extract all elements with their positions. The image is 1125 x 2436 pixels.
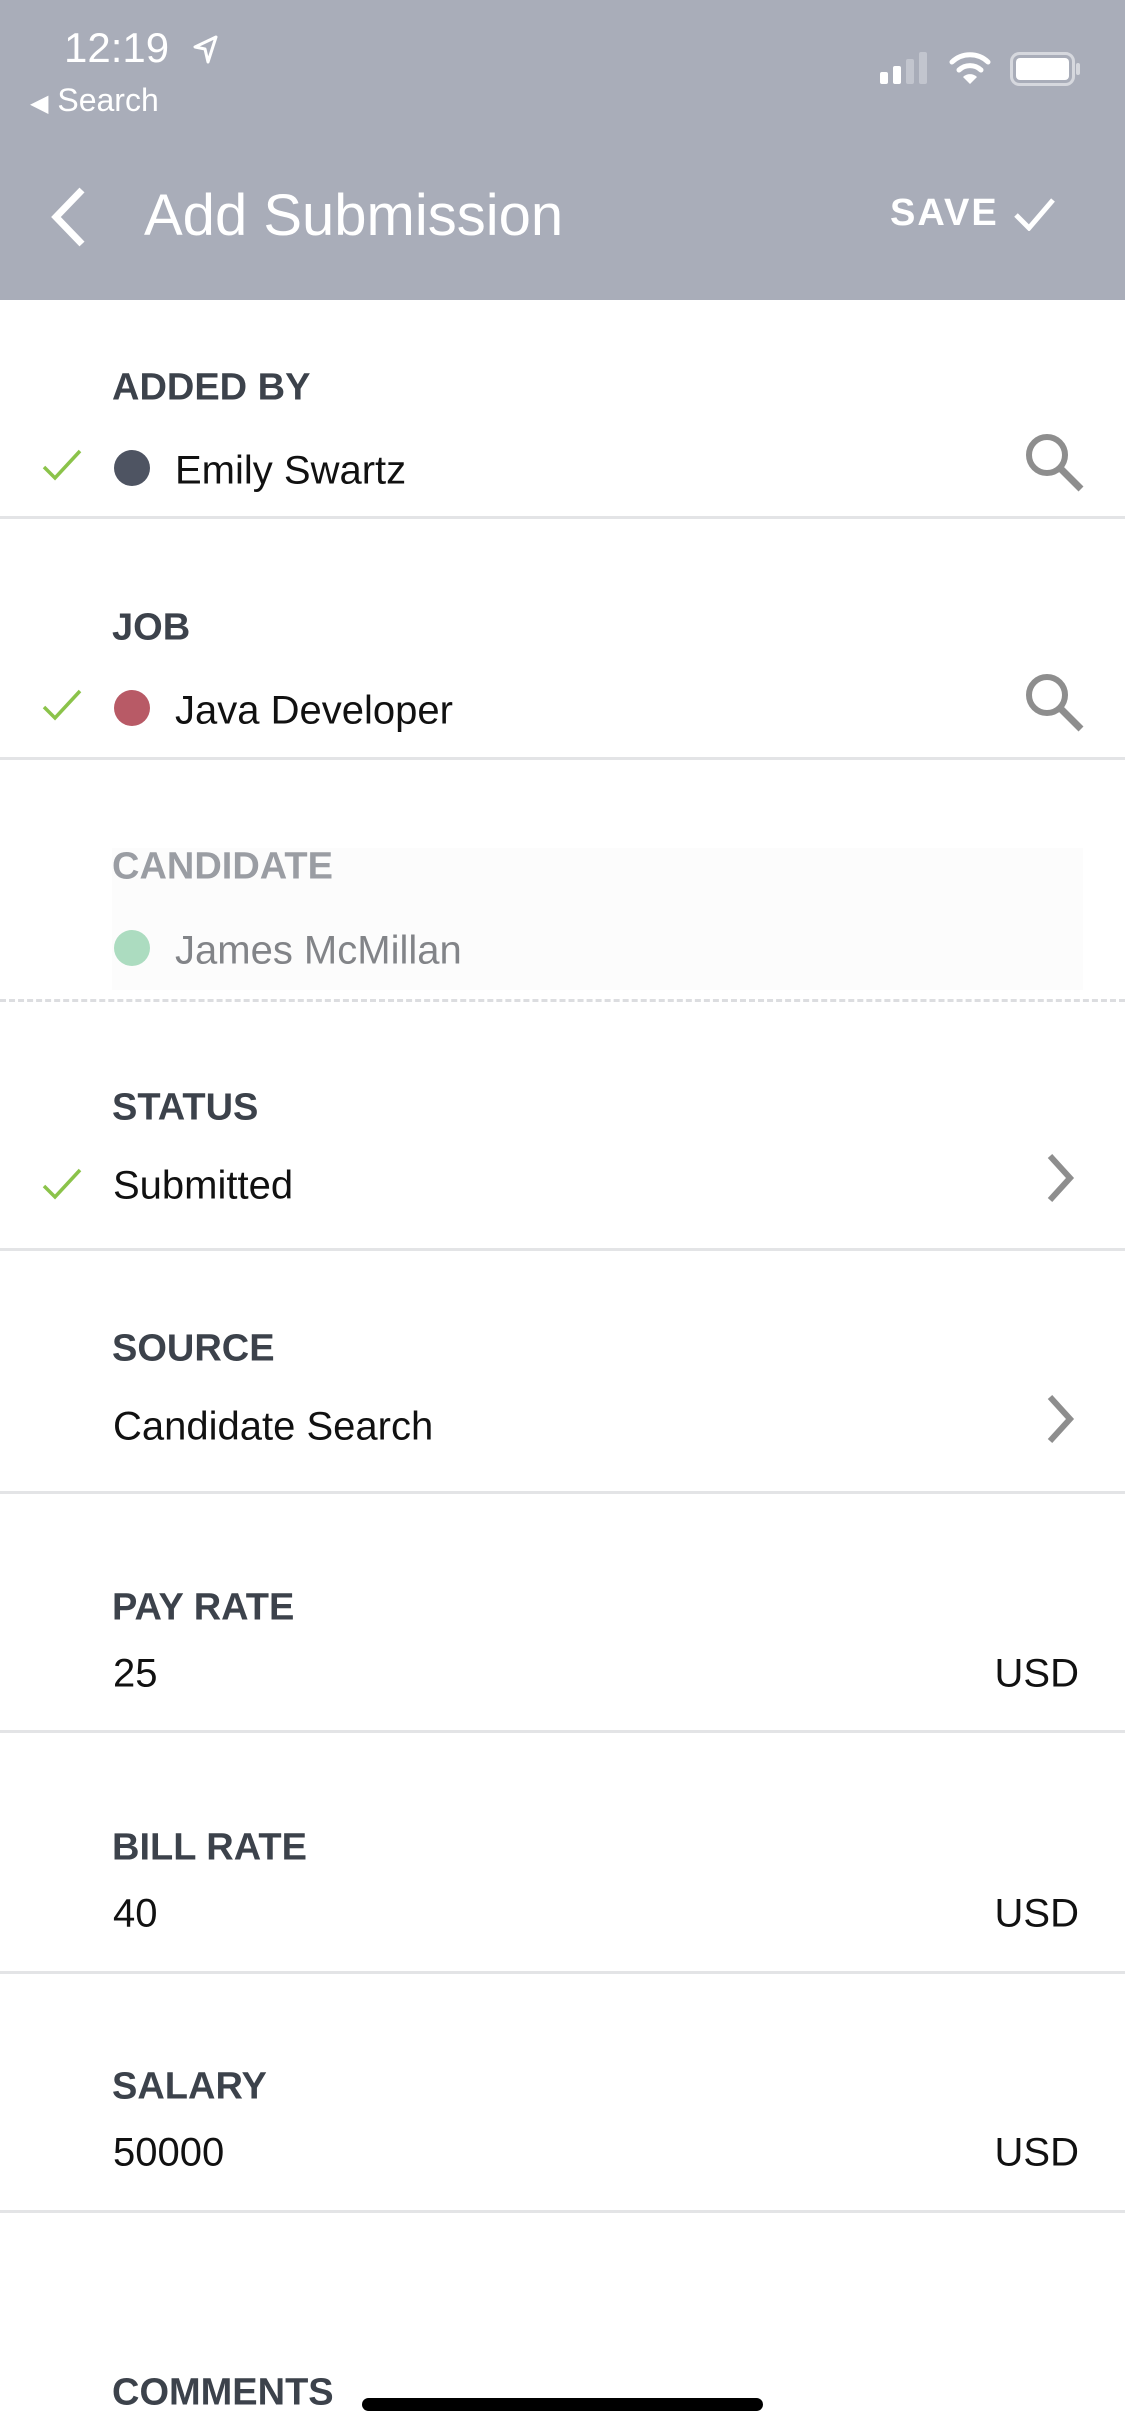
candidate-label: CANDIDATE xyxy=(112,845,333,888)
page-title: Add Submission xyxy=(144,183,564,248)
location-arrow-icon xyxy=(193,35,218,64)
search-icon[interactable] xyxy=(1023,431,1085,493)
divider xyxy=(0,757,1125,760)
dashed-divider xyxy=(0,999,1125,1002)
user-dot-icon xyxy=(114,450,150,486)
divider xyxy=(0,1730,1125,1733)
signal-icon xyxy=(880,52,927,84)
save-label: SAVE xyxy=(890,192,999,234)
valid-check-icon xyxy=(42,1168,82,1200)
job-label: JOB xyxy=(112,606,191,649)
comments-label: COMMENTS xyxy=(112,2371,334,2414)
divider xyxy=(0,1971,1125,1974)
wifi-icon xyxy=(949,52,991,84)
status-time: 12:19 xyxy=(64,24,170,71)
nav-header: 12:19 ◀ Search Add Submission SAVE xyxy=(0,0,1125,300)
source-label: SOURCE xyxy=(112,1327,275,1370)
checkmark-icon xyxy=(1013,197,1055,231)
added-by-value: Emily Swartz xyxy=(175,448,407,493)
pay-rate-currency: USD xyxy=(994,1651,1079,1696)
back-chevron-icon[interactable] xyxy=(48,186,88,248)
job-dot-icon xyxy=(114,690,150,726)
valid-check-icon xyxy=(42,689,82,721)
search-icon[interactable] xyxy=(1023,671,1085,733)
chevron-right-icon[interactable] xyxy=(1045,1153,1075,1203)
divider xyxy=(0,1491,1125,1494)
candidate-field-background xyxy=(112,848,1083,990)
back-to-search-label: Search xyxy=(57,82,159,118)
candidate-value: James McMillan xyxy=(175,928,462,973)
source-value: Candidate Search xyxy=(113,1404,434,1449)
salary-label: SALARY xyxy=(112,2065,267,2108)
bill-rate-currency: USD xyxy=(994,1891,1079,1936)
chevron-right-icon[interactable] xyxy=(1045,1394,1075,1444)
home-indicator[interactable] xyxy=(362,2398,763,2411)
valid-check-icon xyxy=(42,449,82,481)
divider xyxy=(0,1248,1125,1251)
save-button[interactable]: SAVE xyxy=(890,192,1055,235)
job-value: Java Developer xyxy=(175,688,453,733)
candidate-dot-icon xyxy=(114,930,150,966)
pay-rate-input[interactable]: 25 xyxy=(113,1651,158,1696)
salary-currency: USD xyxy=(994,2130,1079,2175)
divider xyxy=(0,516,1125,519)
pay-rate-label: PAY RATE xyxy=(112,1586,295,1629)
bill-rate-input[interactable]: 40 xyxy=(113,1891,158,1936)
back-triangle-icon: ◀ xyxy=(30,90,49,117)
divider xyxy=(0,2210,1125,2213)
battery-icon xyxy=(1010,52,1080,86)
back-to-search-link[interactable]: ◀ Search xyxy=(30,82,159,119)
bill-rate-label: BILL RATE xyxy=(112,1826,307,1869)
salary-input[interactable]: 50000 xyxy=(113,2130,225,2175)
status-label: STATUS xyxy=(112,1086,259,1129)
status-value: Submitted xyxy=(113,1163,294,1208)
added-by-label: ADDED BY xyxy=(112,366,311,409)
